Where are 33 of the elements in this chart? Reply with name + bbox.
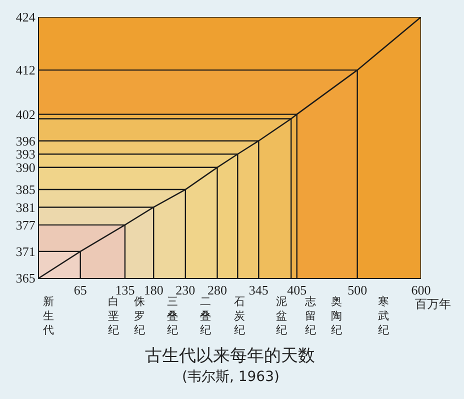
y-tick-label: 371: [16, 244, 36, 260]
x-tick-label: 500: [348, 282, 368, 298]
text: 三叠纪: [167, 295, 178, 337]
x-tick-label: 180: [144, 282, 164, 298]
x-tick-label: 280: [208, 282, 228, 298]
y-tick-label: 412: [16, 62, 36, 78]
y-tick-label: 377: [16, 217, 36, 232]
text: 寒武纪: [378, 295, 389, 337]
text: 奥陶纪: [331, 295, 342, 337]
text: 泥盆纪: [276, 295, 287, 337]
x-tick-label: 600: [411, 282, 431, 298]
text: 新生代: [42, 295, 54, 337]
x-tick-label: 230: [176, 282, 196, 298]
text: 古生代以来每年的天数: [145, 346, 315, 366]
y-tick-label: 424: [16, 10, 36, 25]
text: 二叠纪: [200, 295, 211, 337]
y-tick-label: 402: [16, 106, 36, 122]
text: 志留纪: [305, 295, 316, 337]
y-tick-label: 390: [16, 160, 36, 175]
x-axis-title: 百万年: [415, 297, 451, 311]
x-tick-label: 405: [287, 282, 307, 298]
text: 侏罗纪: [134, 295, 145, 337]
y-tick-label: 393: [16, 146, 36, 162]
y-tick-label: 385: [16, 182, 36, 198]
y-tick-label: 365: [16, 270, 36, 286]
y-tick-label: 396: [16, 133, 36, 148]
x-tick-label: 65: [74, 282, 87, 298]
x-tick-label: 345: [248, 282, 268, 298]
text: 白垩纪: [108, 295, 119, 337]
x-tick-label: 135: [115, 282, 135, 298]
y-tick-label: 381: [16, 200, 36, 215]
text: (韦尔斯, 1963): [182, 369, 280, 385]
text: 石炭纪: [234, 295, 245, 337]
